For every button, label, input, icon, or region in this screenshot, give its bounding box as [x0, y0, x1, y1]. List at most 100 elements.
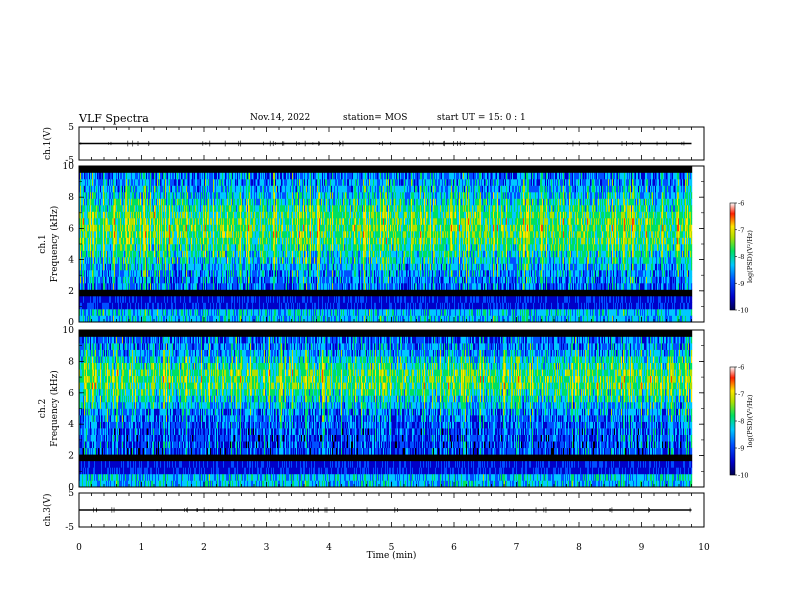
spectrogram-cell — [110, 224, 112, 232]
spectrogram-cell — [154, 289, 156, 297]
spectrogram-cell — [96, 270, 98, 277]
spectrogram-cell — [155, 198, 157, 206]
spectrogram-cell — [156, 192, 158, 199]
spectrogram-cell — [121, 263, 123, 271]
spectrogram-cell — [129, 185, 131, 193]
spectrogram-cell — [169, 185, 171, 193]
spectrogram-cell — [125, 224, 127, 232]
spectrogram-cell — [159, 283, 161, 290]
spectrogram-cell — [109, 257, 111, 264]
spectrogram-cell — [165, 250, 167, 258]
spectrogram-cell — [79, 224, 81, 232]
spectrogram-cell — [137, 218, 139, 225]
spectrogram-cell — [172, 237, 174, 245]
spectrogram-cell — [112, 166, 114, 173]
spectrogram-cell — [103, 257, 105, 264]
spectrogram-cell — [168, 237, 170, 245]
spectrogram-cell — [97, 289, 99, 297]
spectrogram-cell — [150, 205, 152, 212]
spectrogram-cell — [140, 179, 142, 186]
spectrogram-cell — [135, 166, 137, 173]
spectrogram-cell — [166, 179, 168, 186]
spectrogram-cell — [101, 257, 103, 264]
spectrogram-cell — [117, 315, 119, 323]
spectrogram-cell — [120, 263, 122, 271]
spectrogram-cell — [111, 244, 113, 251]
spectrogram-cell — [175, 218, 177, 225]
spectrogram-cell — [104, 309, 106, 316]
spectrogram-cell — [130, 172, 132, 180]
spectrogram-cell — [117, 224, 119, 232]
spectrogram-cell — [88, 237, 90, 245]
spectrogram-cell — [97, 315, 99, 323]
spectrogram-cell — [91, 231, 93, 238]
spectrogram-cell — [106, 192, 108, 199]
spectrogram-cell — [104, 211, 106, 219]
spectrogram-cell — [101, 276, 103, 284]
spectrogram-cell — [126, 166, 128, 173]
spectrogram-cell — [101, 172, 103, 180]
spectrogram-cell — [82, 172, 84, 180]
spectrogram-cell — [149, 309, 151, 316]
spectrogram-cell — [112, 309, 114, 316]
spectrogram-cell — [84, 179, 86, 186]
spectrogram-cell — [80, 309, 82, 316]
spectrogram-cell — [95, 205, 97, 212]
spectrogram-cell — [158, 211, 160, 219]
spectrogram-cell — [164, 205, 166, 212]
spectrogram-cell — [96, 218, 98, 225]
spectrogram-cell — [98, 289, 100, 297]
spectrogram-cell — [93, 172, 95, 180]
spectrogram-cell — [136, 237, 138, 245]
spectrogram-cell — [161, 250, 163, 258]
spectrogram-cell — [104, 231, 106, 238]
spectrogram-cell — [155, 289, 157, 297]
spectrogram-cell — [143, 289, 145, 297]
spectrogram-cell — [111, 218, 113, 225]
spectrogram-cell — [108, 198, 110, 206]
spectrogram-cell — [102, 237, 104, 245]
spectrogram-cell — [118, 192, 120, 199]
spectrogram-cell — [164, 192, 166, 199]
spectrogram-cell — [101, 211, 103, 219]
spectrogram-cell — [131, 218, 133, 225]
spectrogram-cell — [118, 218, 120, 225]
spectrogram-cell — [94, 257, 96, 264]
spectrogram-cell — [164, 309, 166, 316]
spectrogram-cell — [101, 296, 103, 303]
spectrogram-cell — [139, 263, 141, 271]
spectrogram-cell — [158, 283, 160, 290]
spectrogram-cell — [101, 289, 103, 297]
spectrogram-cell — [97, 218, 99, 225]
spectrogram-cell — [118, 257, 120, 264]
spectrogram-cell — [127, 283, 129, 290]
spectrogram-cell — [108, 172, 110, 180]
spectrogram-cell — [89, 166, 91, 173]
spectrogram-cell — [147, 231, 149, 238]
spectrogram-cell — [80, 276, 82, 284]
spectrogram-cell — [101, 192, 103, 199]
spectrogram-cell — [84, 192, 86, 199]
spectrogram-cell — [120, 302, 122, 310]
spectrogram-cell — [90, 218, 92, 225]
spectrogram-cell — [175, 276, 177, 284]
spectrogram-cell — [104, 179, 106, 186]
spectrogram-cell — [89, 296, 91, 303]
spectrogram-cell — [110, 309, 112, 316]
spectrogram-cell — [150, 198, 152, 206]
spectrogram-cell — [103, 270, 105, 277]
spectrogram-cell — [117, 218, 119, 225]
spectrogram-cell — [176, 263, 178, 271]
spectrogram-cell — [123, 270, 125, 277]
spectrogram-cell — [123, 250, 125, 258]
spectrogram-cell — [144, 231, 146, 238]
spectrogram-cell — [104, 224, 106, 232]
spectrogram-cell — [139, 309, 141, 316]
spectrogram-cell — [126, 237, 128, 245]
spectrogram-cell — [115, 231, 117, 238]
spectrogram-cell — [122, 276, 124, 284]
spectrogram-cell — [142, 192, 144, 199]
spectrogram-cell — [121, 276, 123, 284]
spectrogram-cell — [82, 250, 84, 258]
spectrogram-cell — [153, 211, 155, 219]
